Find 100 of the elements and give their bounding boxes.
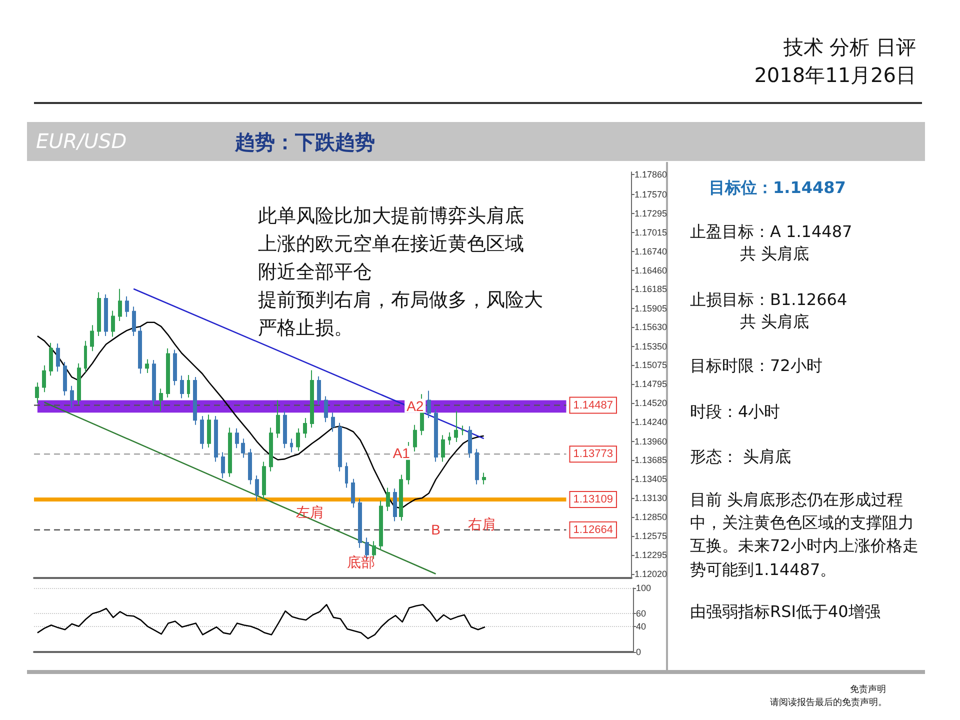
- annotation: A1: [392, 444, 410, 461]
- y-tick-label: 1.13130: [634, 493, 668, 504]
- y-tick-label: 60: [636, 608, 646, 619]
- candlestick: [338, 422, 342, 472]
- y-tick-label: 1.15350: [634, 341, 668, 352]
- candlestick: [393, 488, 397, 522]
- candlestick: [235, 428, 239, 449]
- text: 目标时限：72小时: [690, 355, 822, 377]
- text: 目标位：1.14487: [709, 177, 846, 199]
- candlestick: [97, 292, 101, 337]
- candlestick: [56, 343, 60, 372]
- annotation: A2: [406, 398, 424, 414]
- candlestick: [241, 438, 245, 458]
- candlestick: [63, 362, 67, 396]
- candlestick: [290, 438, 293, 453]
- y-tick-label: 1.15075: [634, 360, 668, 370]
- text: 技术 分析 日评: [783, 34, 916, 61]
- candlestick: [166, 348, 170, 398]
- candlestick: [187, 374, 190, 398]
- candlestick: [269, 427, 273, 472]
- candlestick: [180, 375, 184, 399]
- candlestick: [104, 294, 108, 337]
- candlestick: [351, 478, 355, 508]
- candlestick: [461, 425, 465, 436]
- candlestick: [262, 461, 266, 500]
- candlestick: [434, 408, 438, 462]
- candlestick: [145, 358, 149, 374]
- ref-line-label: 1.12664: [573, 524, 613, 536]
- text: 免责声明: [850, 684, 886, 697]
- annotation: 右肩: [468, 516, 496, 532]
- y-tick-label: 1.17570: [634, 190, 668, 200]
- y-tick-label: 100: [636, 583, 652, 593]
- y-tick-label: 1.16460: [634, 265, 668, 276]
- candlestick: [475, 448, 479, 485]
- y-tick-label: 1.13685: [634, 455, 668, 466]
- candlestick: [296, 428, 300, 452]
- candlestick: [248, 448, 252, 485]
- candlestick: [118, 288, 122, 322]
- candlestick: [42, 364, 46, 393]
- y-tick-label: 1.16185: [634, 284, 668, 294]
- candlestick: [482, 472, 486, 485]
- line-series: [36, 604, 486, 640]
- y-tick-label: 1.17295: [634, 208, 668, 218]
- ref-line-label: 1.13109: [573, 493, 613, 506]
- candlestick: [427, 390, 431, 419]
- text: 由强弱指标RSI低于40增强: [690, 601, 880, 623]
- candlestick: [413, 424, 417, 452]
- candlestick: [77, 362, 81, 405]
- annotation: 严格止损。: [258, 318, 353, 339]
- candlestick: [399, 474, 403, 522]
- text: 形态： 头肩底: [690, 446, 792, 468]
- candlestick: [173, 349, 177, 386]
- y-tick-label: 1.17015: [634, 227, 668, 238]
- candlestick: [331, 412, 335, 432]
- candlestick: [379, 500, 383, 550]
- candlestick: [303, 418, 307, 438]
- y-tick-label: 1.14795: [634, 379, 668, 390]
- candlestick: [468, 426, 472, 458]
- text: 请阅读报告最后的免责声明。: [770, 697, 887, 710]
- candlestick: [200, 416, 204, 450]
- y-tick-label: 1.12020: [634, 568, 668, 579]
- ref-line-label: 1.14487: [573, 399, 613, 412]
- candlestick: [255, 474, 259, 502]
- candlestick: [70, 385, 74, 408]
- candlestick: [358, 498, 362, 548]
- candlestick: [454, 410, 458, 442]
- y-tick-label: 1.13960: [634, 436, 668, 446]
- y-tick-label: 1.16740: [634, 246, 668, 256]
- annotation: 上涨的欧元空单在接近黄色区域: [258, 233, 524, 255]
- candlestick: [324, 396, 328, 423]
- annotation: 提前预判右肩，布局做多，风险大: [258, 289, 543, 311]
- ref-line-label: 1.13773: [573, 448, 613, 460]
- candlestick: [159, 388, 163, 412]
- candlestick: [448, 432, 451, 446]
- candlestick: [152, 359, 156, 406]
- candlestick: [84, 340, 87, 373]
- y-tick-label: 40: [636, 621, 646, 632]
- text: 共 头肩底: [740, 243, 810, 265]
- candlestick: [317, 376, 321, 406]
- text: 时段：4小时: [690, 401, 780, 423]
- candlestick: [125, 296, 129, 318]
- candlestick: [221, 452, 225, 479]
- candlestick: [345, 462, 348, 488]
- y-tick-label: 1.14240: [634, 417, 668, 428]
- y-tick-label: 1.12850: [634, 512, 668, 522]
- y-tick-label: 1.13405: [634, 474, 668, 484]
- candlestick: [138, 326, 142, 374]
- chart-subtitle: 趋势：下跌趋势: [235, 129, 375, 156]
- text: 共 头肩底: [740, 311, 810, 333]
- candlestick: [35, 382, 39, 404]
- y-tick-label: 1.15905: [634, 303, 668, 314]
- candlestick: [386, 487, 390, 512]
- candlestick: [132, 306, 136, 337]
- annotation: 底部: [347, 554, 375, 570]
- candlestick: [49, 342, 53, 376]
- y-tick-label: 1.12295: [634, 550, 668, 560]
- annotation: B: [431, 521, 440, 538]
- annotation: 附近全部平仓: [258, 261, 372, 283]
- text: 2018年11月26日: [754, 62, 916, 89]
- y-tick-label: 0: [636, 647, 642, 657]
